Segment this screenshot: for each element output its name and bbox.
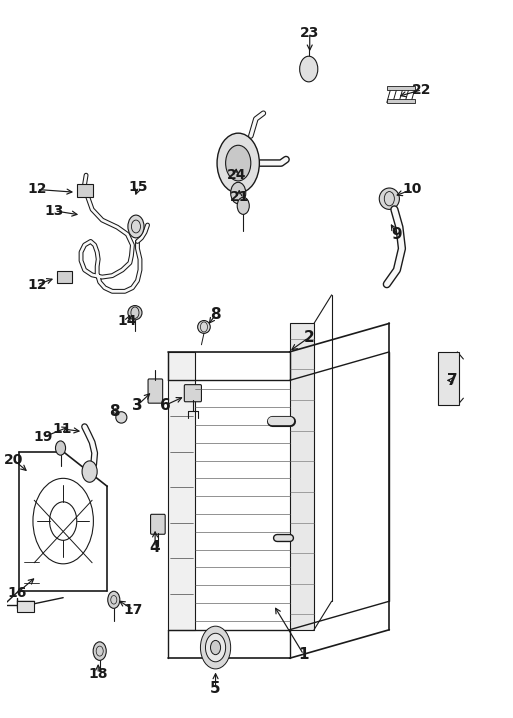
Bar xyxy=(438,352,459,405)
Text: 8: 8 xyxy=(210,307,221,322)
Circle shape xyxy=(82,461,97,482)
Bar xyxy=(168,352,195,630)
Text: 8: 8 xyxy=(109,404,120,419)
Text: 23: 23 xyxy=(300,26,320,39)
Ellipse shape xyxy=(116,411,127,423)
Text: 11: 11 xyxy=(52,421,72,436)
Text: 10: 10 xyxy=(402,182,422,197)
Bar xyxy=(387,86,415,90)
FancyBboxPatch shape xyxy=(148,379,163,404)
Ellipse shape xyxy=(306,60,312,78)
Circle shape xyxy=(128,215,144,238)
Text: 14: 14 xyxy=(117,314,137,328)
Text: 12: 12 xyxy=(27,182,47,197)
Text: 9: 9 xyxy=(391,227,402,242)
Circle shape xyxy=(55,441,66,455)
Circle shape xyxy=(201,626,231,669)
Text: 22: 22 xyxy=(412,83,432,97)
Circle shape xyxy=(93,642,106,661)
Ellipse shape xyxy=(379,188,400,210)
Text: 20: 20 xyxy=(5,453,24,467)
Text: 19: 19 xyxy=(33,430,52,444)
Bar xyxy=(290,323,314,630)
Text: 2: 2 xyxy=(303,330,314,345)
Bar xyxy=(16,601,34,612)
Text: 1: 1 xyxy=(299,647,309,662)
Text: 12: 12 xyxy=(27,278,47,292)
Circle shape xyxy=(217,133,260,193)
Text: 7: 7 xyxy=(447,373,458,388)
Text: 17: 17 xyxy=(124,603,143,617)
Circle shape xyxy=(231,182,246,204)
Circle shape xyxy=(206,633,226,662)
Circle shape xyxy=(300,56,318,82)
Text: 24: 24 xyxy=(226,168,246,182)
Text: 21: 21 xyxy=(229,190,249,204)
Text: 18: 18 xyxy=(88,667,108,681)
Text: 4: 4 xyxy=(150,541,161,555)
Text: 16: 16 xyxy=(8,586,27,600)
Circle shape xyxy=(108,591,120,608)
Circle shape xyxy=(210,640,221,655)
Text: 6: 6 xyxy=(160,398,170,413)
Text: 5: 5 xyxy=(210,681,221,696)
Bar xyxy=(57,271,72,284)
Ellipse shape xyxy=(128,306,142,320)
Text: 15: 15 xyxy=(129,180,148,194)
FancyBboxPatch shape xyxy=(151,514,165,534)
FancyBboxPatch shape xyxy=(184,385,202,402)
Text: 3: 3 xyxy=(132,398,143,413)
Bar xyxy=(77,184,93,197)
Text: 13: 13 xyxy=(45,204,64,218)
Bar xyxy=(387,99,415,103)
Circle shape xyxy=(237,197,249,215)
Ellipse shape xyxy=(198,320,210,333)
Circle shape xyxy=(226,145,251,181)
